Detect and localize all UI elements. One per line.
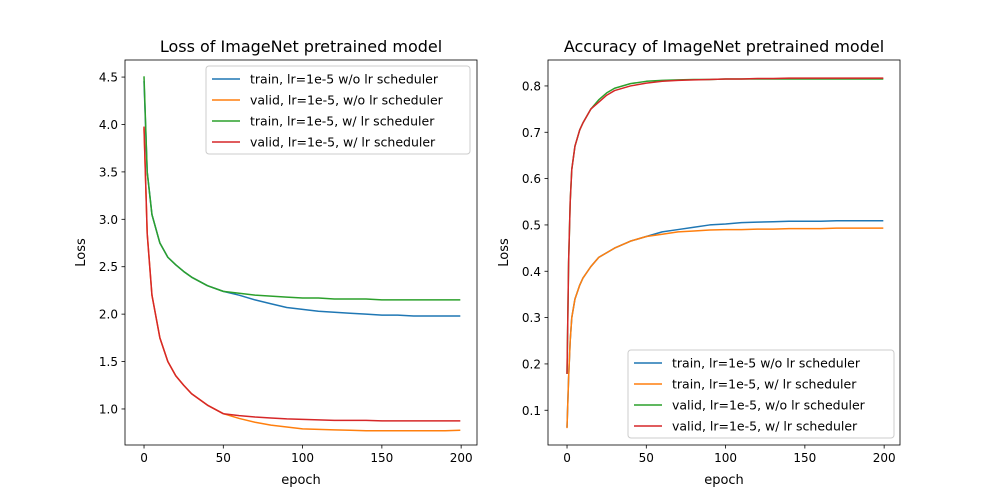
accuracy-y-tick-label: 0.1 — [522, 404, 541, 418]
loss-y-tick-label: 2.0 — [99, 308, 118, 322]
accuracy-legend-label-1: train, lr=1e-5 w/o lr scheduler — [672, 356, 861, 371]
loss-y-tick-label: 1.5 — [99, 355, 118, 369]
accuracy-y-tick-label: 0.7 — [522, 126, 541, 140]
accuracy-y-tick-label: 0.8 — [522, 79, 541, 93]
loss-legend-label-1: train, lr=1e-5 w/o lr scheduler — [250, 72, 439, 87]
loss-legend: train, lr=1e-5 w/o lr scheduler valid, lr… — [206, 66, 470, 154]
accuracy-x-tick-label: 200 — [873, 451, 896, 465]
loss-x-tick-label: 150 — [370, 451, 393, 465]
accuracy-y-axis-label: Loss — [497, 238, 512, 267]
loss-x-tick-label: 200 — [450, 451, 473, 465]
loss-y-tick-label: 4.5 — [99, 71, 118, 85]
loss-legend-label-3: train, lr=1e-5, w/ lr scheduler — [250, 114, 435, 129]
loss-y-tick-label: 3.0 — [99, 213, 118, 227]
loss-y-tick-label: 3.5 — [99, 165, 118, 179]
loss-legend-label-4: valid, lr=1e-5, w/ lr scheduler — [250, 135, 436, 150]
loss-chart-title: Loss of ImageNet pretrained model — [160, 37, 442, 56]
accuracy-x-tick-label: 150 — [793, 451, 816, 465]
loss-legend-label-2: valid, lr=1e-5, w/o lr scheduler — [250, 93, 444, 108]
loss-y-tick-label: 1.0 — [99, 402, 118, 416]
loss-x-tick-label: 100 — [291, 451, 314, 465]
accuracy-x-tick-label: 0 — [563, 451, 571, 465]
accuracy-legend-label-4: valid, lr=1e-5, w/ lr scheduler — [672, 419, 858, 434]
loss-x-axis-label: epoch — [281, 473, 321, 488]
accuracy-y-tick-label: 0.4 — [522, 265, 541, 279]
loss-x-tick-label: 0 — [140, 451, 148, 465]
accuracy-y-tick-label: 0.5 — [522, 218, 541, 232]
accuracy-chart-title: Accuracy of ImageNet pretrained model — [564, 37, 884, 56]
accuracy-y-tick-label: 0.2 — [522, 357, 541, 371]
accuracy-x-tick-label: 50 — [639, 451, 654, 465]
loss-y-axis-label: Loss — [74, 238, 89, 267]
accuracy-legend-label-3: valid, lr=1e-5, w/o lr scheduler — [672, 398, 866, 413]
accuracy-x-tick-label: 100 — [714, 451, 737, 465]
accuracy-y-tick-label: 0.6 — [522, 172, 541, 186]
accuracy-legend: train, lr=1e-5 w/o lr scheduler train, lr… — [628, 350, 894, 438]
accuracy-x-axis-label: epoch — [704, 473, 744, 488]
loss-x-tick-label: 50 — [216, 451, 231, 465]
accuracy-y-tick-label: 0.3 — [522, 311, 541, 325]
loss-y-tick-label: 4.0 — [99, 118, 118, 132]
loss-y-tick-label: 2.5 — [99, 260, 118, 274]
accuracy-legend-label-2: train, lr=1e-5, w/ lr scheduler — [672, 377, 857, 392]
